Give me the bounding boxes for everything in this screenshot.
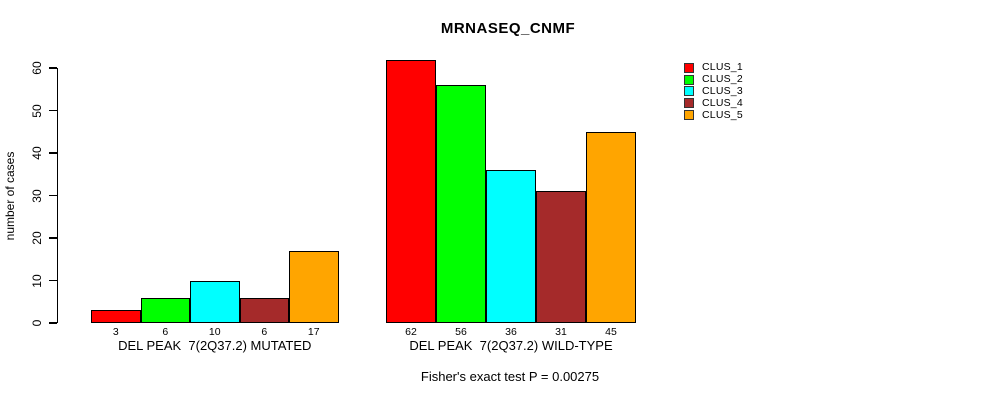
group-label: DEL PEAK 7(2Q37.2) WILD-TYPE [409,338,613,353]
bar-clus-1-group1 [91,310,141,323]
legend-label: CLUS_2 [702,73,743,86]
bar-value-label: 6 [162,326,169,338]
legend-label: CLUS_3 [702,84,743,97]
legend-swatch-clus-5 [684,110,694,121]
legend-swatch-clus-2 [684,74,694,85]
bar-value-label: 36 [505,326,517,338]
y-tick [48,109,57,112]
bar-value-label: 17 [307,326,320,338]
annotation-fisher-test: Fisher's exact test P = 0.00275 [420,369,600,384]
bar-clus-4-group1 [239,297,289,323]
y-tick [48,194,57,197]
y-tick-label: 40 [30,146,44,160]
legend: CLUS_1 CLUS_2 CLUS_3 CLUS_4 CLUS_5 [684,62,743,121]
group-label: DEL PEAK 7(2Q37.2) MUTATED [118,338,312,353]
legend-swatch-clus-4 [684,98,694,109]
y-tick-label: 60 [30,61,44,75]
bar-value-label: 10 [208,326,221,338]
legend-item-clus-5: CLUS_5 [684,109,743,121]
y-tick-label: 0 [30,319,44,327]
legend-item-clus-2: CLUS_2 [684,74,743,86]
bar-clus-3-group2 [486,170,536,323]
y-tick [48,322,57,324]
y-tick-label: 50 [30,103,44,118]
legend-item-clus-4: CLUS_4 [684,97,743,109]
bar-value-label: 31 [555,326,567,338]
legend-label: CLUS_4 [702,96,743,109]
legend-swatch-clus-3 [684,86,694,97]
y-tick-label: 30 [30,188,44,203]
chart-title: MRNASEQ_CNMF [440,20,576,37]
bar-value-label: 62 [405,326,417,338]
y-tick [48,237,57,239]
bar-clus-2-group2 [436,85,486,323]
bar-clus-4-group2 [536,191,586,323]
y-tick [48,279,57,282]
bar-clus-2-group1 [140,297,190,323]
y-tick [48,152,57,154]
bar-clus-5-group2 [586,131,636,323]
bar-clus-5-group1 [289,250,339,323]
bar-value-label: 6 [261,326,268,338]
legend-swatch-clus-1 [684,62,694,73]
bar-clus-1-group2 [386,59,436,323]
y-axis-line [56,68,58,323]
bar-value-label: 3 [112,326,119,338]
bar-clus-3-group1 [190,280,240,323]
y-tick-label: 20 [30,231,44,245]
bar-value-label: 56 [455,326,467,338]
legend-label: CLUS_1 [702,61,743,74]
legend-label: CLUS_5 [702,108,743,121]
legend-item-clus-3: CLUS_3 [684,84,743,98]
bar-value-label: 45 [605,326,617,338]
y-tick [48,67,57,69]
legend-item-clus-1: CLUS_1 [684,62,743,74]
y-tick-label: 10 [30,273,44,288]
